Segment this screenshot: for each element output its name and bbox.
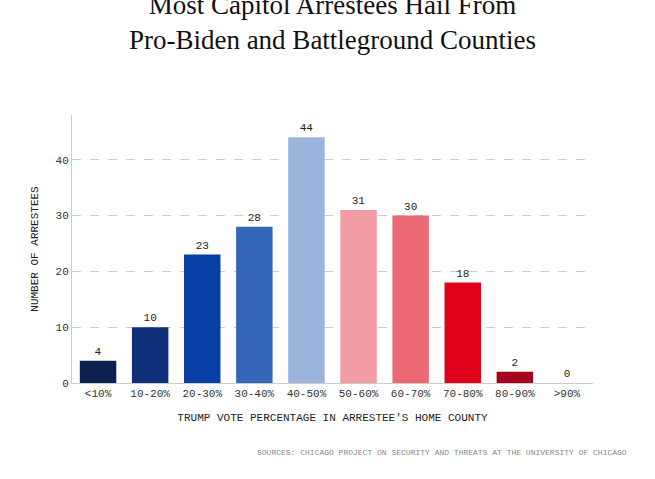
svg-text:<10%: <10%	[85, 388, 112, 400]
svg-text:40-50%: 40-50%	[287, 388, 327, 400]
svg-text:44: 44	[300, 122, 314, 134]
svg-text:10-20%: 10-20%	[130, 388, 170, 400]
svg-text:TRUMP VOTE PERCENTAGE IN ARRES: TRUMP VOTE PERCENTAGE IN ARRESTEE'S HOME…	[177, 412, 488, 424]
svg-text:0: 0	[564, 368, 571, 380]
svg-text:18: 18	[456, 268, 469, 280]
svg-text:80-90%: 80-90%	[495, 388, 535, 400]
svg-text:60-70%: 60-70%	[391, 388, 431, 400]
svg-text:28: 28	[248, 212, 261, 224]
svg-text:0: 0	[62, 378, 69, 390]
svg-text:10: 10	[144, 312, 157, 324]
svg-text:31: 31	[352, 195, 366, 207]
svg-text:30: 30	[56, 210, 69, 222]
svg-text:4: 4	[95, 346, 102, 358]
svg-text:30-40%: 30-40%	[235, 388, 275, 400]
svg-text:23: 23	[196, 240, 209, 252]
svg-text:>90%: >90%	[554, 388, 581, 400]
svg-text:SOURCES: CHICAGO PROJECT ON SE: SOURCES: CHICAGO PROJECT ON SECURITY AND…	[257, 448, 627, 457]
svg-text:30: 30	[404, 201, 417, 213]
svg-text:Most Capitol Arrestees Hail Fr: Most Capitol Arrestees Hail FromPro-Bide…	[129, 0, 536, 55]
svg-text:10: 10	[56, 322, 69, 334]
svg-text:40: 40	[56, 155, 69, 167]
svg-text:20-30%: 20-30%	[182, 388, 222, 400]
svg-text:20: 20	[56, 266, 69, 278]
svg-text:70-80%: 70-80%	[443, 388, 483, 400]
svg-text:50-60%: 50-60%	[339, 388, 379, 400]
svg-text:NUMBER OF ARRESTEES: NUMBER OF ARRESTEES	[29, 186, 41, 312]
svg-text:2: 2	[512, 357, 519, 369]
